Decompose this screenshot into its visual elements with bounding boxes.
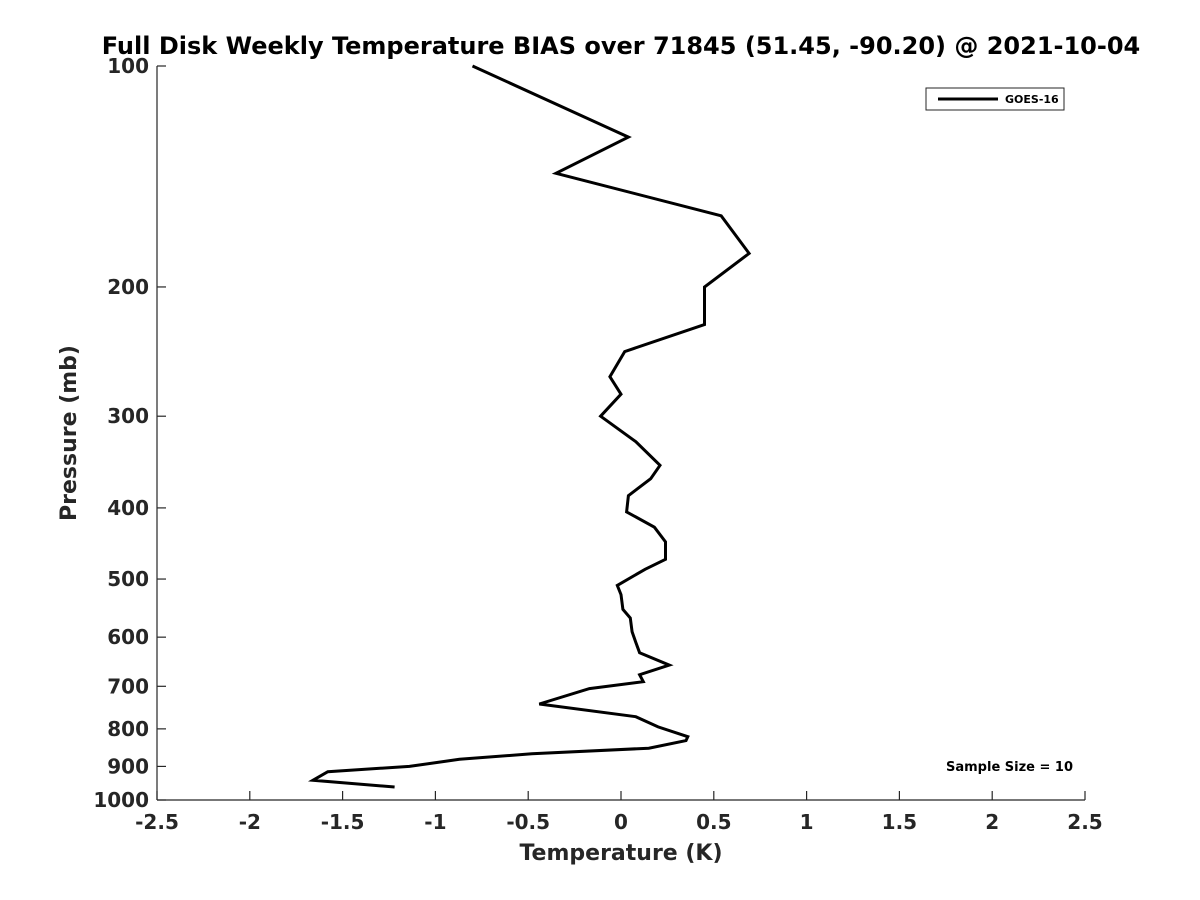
- x-tick-label: -1.5: [321, 810, 365, 834]
- x-tick-label: -2: [239, 810, 261, 834]
- y-tick-label: 800: [107, 717, 149, 741]
- x-tick-label: 2: [985, 810, 999, 834]
- y-axis-label: Pressure (mb): [57, 345, 82, 521]
- series-group: [307, 64, 752, 789]
- y-tick-label: 300: [107, 404, 149, 428]
- y-ticks: 100 200 300 400 500 600 700 800 900 1000: [93, 54, 166, 812]
- x-tick-label: 0: [614, 810, 628, 834]
- x-tick-label: 1.5: [882, 810, 917, 834]
- legend-label: GOES-16: [1005, 93, 1059, 106]
- x-tick-label: -0.5: [506, 810, 550, 834]
- y-tick-label: 900: [107, 754, 149, 778]
- y-tick-label: 500: [107, 567, 149, 591]
- x-axis-label: Temperature (K): [519, 841, 722, 866]
- sample-size-annotation: Sample Size = 10: [946, 760, 1073, 775]
- x-tick-label: -1: [424, 810, 446, 834]
- y-tick-label: 600: [107, 625, 149, 649]
- x-tick-label: 0.5: [696, 810, 731, 834]
- chart-title: Full Disk Weekly Temperature BIAS over 7…: [102, 32, 1141, 60]
- y-tick-label: 700: [107, 674, 149, 698]
- series-line-goes-16: [307, 64, 752, 789]
- plot-area: -2.5 -2 -1.5 -1 -0.5 0 0.5 1 1.5 2 2.5 100 200 300 40…: [93, 54, 1102, 834]
- legend: GOES-16: [925, 87, 1065, 111]
- y-tick-label: 400: [107, 496, 149, 520]
- x-tick-label: 2.5: [1067, 810, 1102, 834]
- y-tick-label: 100: [107, 54, 149, 78]
- x-tick-label: 1: [800, 810, 814, 834]
- y-tick-label: 200: [107, 275, 149, 299]
- x-ticks: -2.5 -2 -1.5 -1 -0.5 0 0.5 1 1.5 2 2.5: [135, 791, 1103, 834]
- x-tick-label: -2.5: [135, 810, 179, 834]
- y-tick-label: 1000: [93, 788, 149, 812]
